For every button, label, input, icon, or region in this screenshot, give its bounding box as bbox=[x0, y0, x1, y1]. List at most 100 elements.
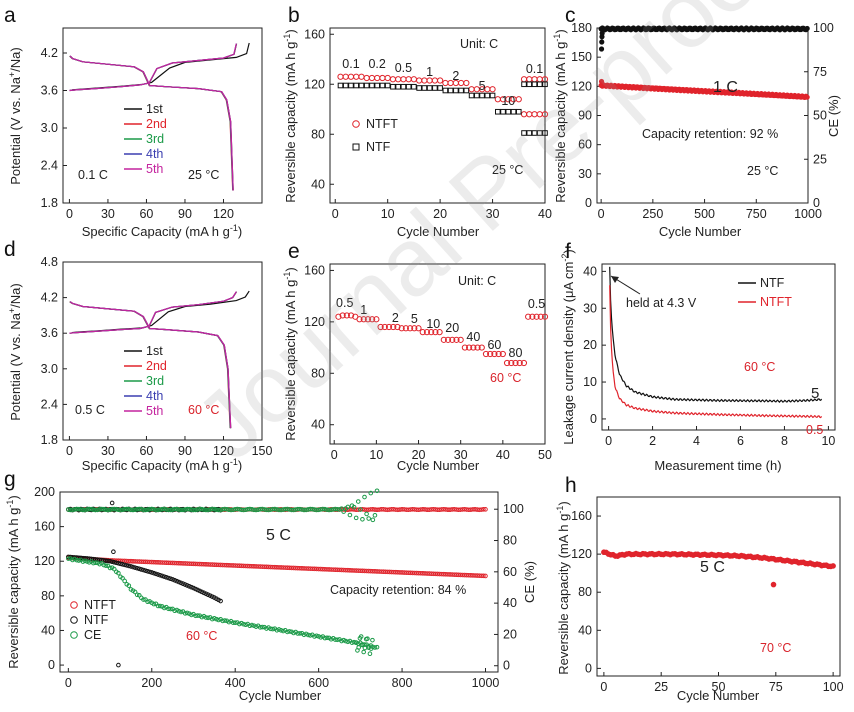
ce-series-ce-point bbox=[86, 506, 92, 512]
ntft-capacity-point bbox=[159, 560, 165, 565]
ntft-capacity-point bbox=[393, 569, 399, 575]
ntft-capacity-point bbox=[380, 569, 386, 575]
ntft-ce-point bbox=[376, 507, 382, 512]
ntf-capacity-point bbox=[159, 573, 165, 579]
x-tick-label: 0 bbox=[605, 434, 612, 448]
panel-label: h bbox=[565, 474, 577, 497]
ntf-capacity-point bbox=[153, 571, 159, 577]
ce-series-ce-point bbox=[266, 507, 271, 513]
ntft-capacity-point bbox=[349, 568, 355, 573]
ntft-capacity-point bbox=[201, 561, 207, 567]
y2-tick-label: 80 bbox=[503, 534, 517, 548]
ntft-ce-point bbox=[372, 507, 378, 512]
ntft-capacity-point bbox=[397, 570, 403, 575]
ce-series-capacity-point bbox=[66, 556, 71, 561]
ntft-point bbox=[342, 73, 349, 80]
ntft-ce-point bbox=[395, 507, 401, 513]
ce-series-capacity-point bbox=[82, 558, 88, 564]
ntft-capacity-point bbox=[395, 570, 401, 575]
ntft-capacity-point bbox=[333, 567, 338, 573]
panel-label: f bbox=[565, 240, 571, 263]
axis-label: Potential (V vs. Na+/Na) bbox=[7, 283, 23, 420]
ntft-point bbox=[516, 359, 523, 367]
legend-label: 5th bbox=[146, 404, 163, 418]
charge-curve-5th bbox=[69, 43, 237, 92]
ntft-capacity-point bbox=[270, 564, 276, 570]
ce-series-capacity-point bbox=[184, 610, 190, 616]
ntft-point bbox=[389, 76, 397, 83]
y-tick-label: 1.8 bbox=[41, 196, 58, 210]
x-tick-label: 8 bbox=[781, 434, 788, 448]
ntft-point bbox=[419, 329, 426, 336]
ntf-point bbox=[405, 83, 412, 90]
ce-series-capacity-point bbox=[216, 617, 221, 623]
ntf-capacity-point bbox=[168, 576, 173, 582]
legend-label: 5th bbox=[146, 162, 163, 176]
legend-swatch bbox=[352, 143, 360, 151]
ce-series-ce-point bbox=[366, 516, 371, 521]
ce-series-capacity-point bbox=[101, 562, 107, 568]
y-tick-label: 160 bbox=[34, 520, 55, 534]
ntf-capacity-point bbox=[111, 549, 116, 555]
ntf-point bbox=[400, 83, 407, 90]
ntft-capacity-point bbox=[203, 562, 209, 567]
ntft-ce-point bbox=[464, 507, 470, 512]
panel-g: 0 200 400 600 800 100004080120160200020406080… bbox=[4, 468, 537, 703]
ntft-capacity-point bbox=[295, 565, 301, 571]
ntft-ce-point bbox=[385, 507, 390, 513]
ntft-point bbox=[406, 325, 414, 332]
legend-label: CE bbox=[84, 628, 101, 642]
ce-series-ce-point bbox=[339, 506, 344, 511]
ntf-point bbox=[531, 130, 538, 136]
ce-series-ce-point bbox=[262, 507, 267, 512]
ntft-capacity-point bbox=[418, 570, 424, 576]
ntft-capacity-point bbox=[307, 566, 313, 571]
ntf-point bbox=[505, 108, 512, 115]
panel-label: g bbox=[4, 468, 16, 491]
ce-series-ce-point bbox=[374, 488, 380, 494]
ntf-capacity-point bbox=[149, 570, 155, 575]
rate-label: 10 bbox=[426, 317, 440, 331]
ntft-point bbox=[360, 316, 367, 323]
ce-series-ce-point bbox=[193, 507, 198, 513]
ce-series-ce-point bbox=[180, 507, 186, 513]
ntft-capacity-point bbox=[132, 559, 138, 564]
ntft-capacity-point bbox=[128, 558, 134, 564]
ce-series-capacity-point bbox=[353, 640, 359, 646]
ntft-point bbox=[503, 359, 511, 367]
ntft-capacity-point bbox=[358, 568, 363, 574]
x-tick-label: 600 bbox=[308, 676, 329, 690]
ntf-point bbox=[348, 82, 354, 89]
label-part: /Na) bbox=[8, 47, 23, 72]
ntf-capacity-point bbox=[111, 559, 117, 565]
ce-series-ce-point bbox=[182, 507, 188, 512]
y-tick-label: 30 bbox=[578, 167, 592, 181]
x-tick-label: 2 bbox=[649, 434, 656, 448]
ce-series-ce-point bbox=[143, 507, 148, 513]
label-superscript: -1 bbox=[230, 457, 238, 467]
ce-series-ce-point bbox=[130, 507, 136, 513]
ce-series-ce-point bbox=[199, 506, 205, 512]
ce-series-ce-point bbox=[197, 506, 203, 512]
label-part: Specific Capacity (mA h g bbox=[82, 458, 230, 473]
ce-series-ce-point bbox=[214, 507, 219, 512]
ce-series-ce-point bbox=[155, 507, 161, 513]
ntft-ce-point bbox=[393, 507, 399, 512]
ntf-point bbox=[432, 85, 438, 91]
ntft-point bbox=[453, 336, 460, 343]
axis-frame bbox=[596, 496, 841, 677]
ntf-point bbox=[463, 87, 470, 94]
ntft-capacity-point bbox=[220, 562, 225, 568]
ce-series-capacity-point bbox=[343, 638, 349, 644]
ntft-capacity-point bbox=[164, 560, 169, 566]
ntft-capacity-point bbox=[216, 562, 221, 568]
ce-series-capacity-point bbox=[220, 618, 225, 624]
ntft-capacity-point bbox=[249, 563, 255, 569]
ntft-capacity-point bbox=[355, 568, 361, 573]
label-superscript: -1 bbox=[282, 272, 292, 280]
ntft-capacity-point bbox=[299, 566, 305, 571]
ntft-ce-point bbox=[362, 507, 367, 512]
ntf-point bbox=[379, 82, 386, 89]
label-part: Specific Capacity (mA h g bbox=[82, 224, 230, 239]
ntft-ce-point bbox=[368, 507, 374, 512]
